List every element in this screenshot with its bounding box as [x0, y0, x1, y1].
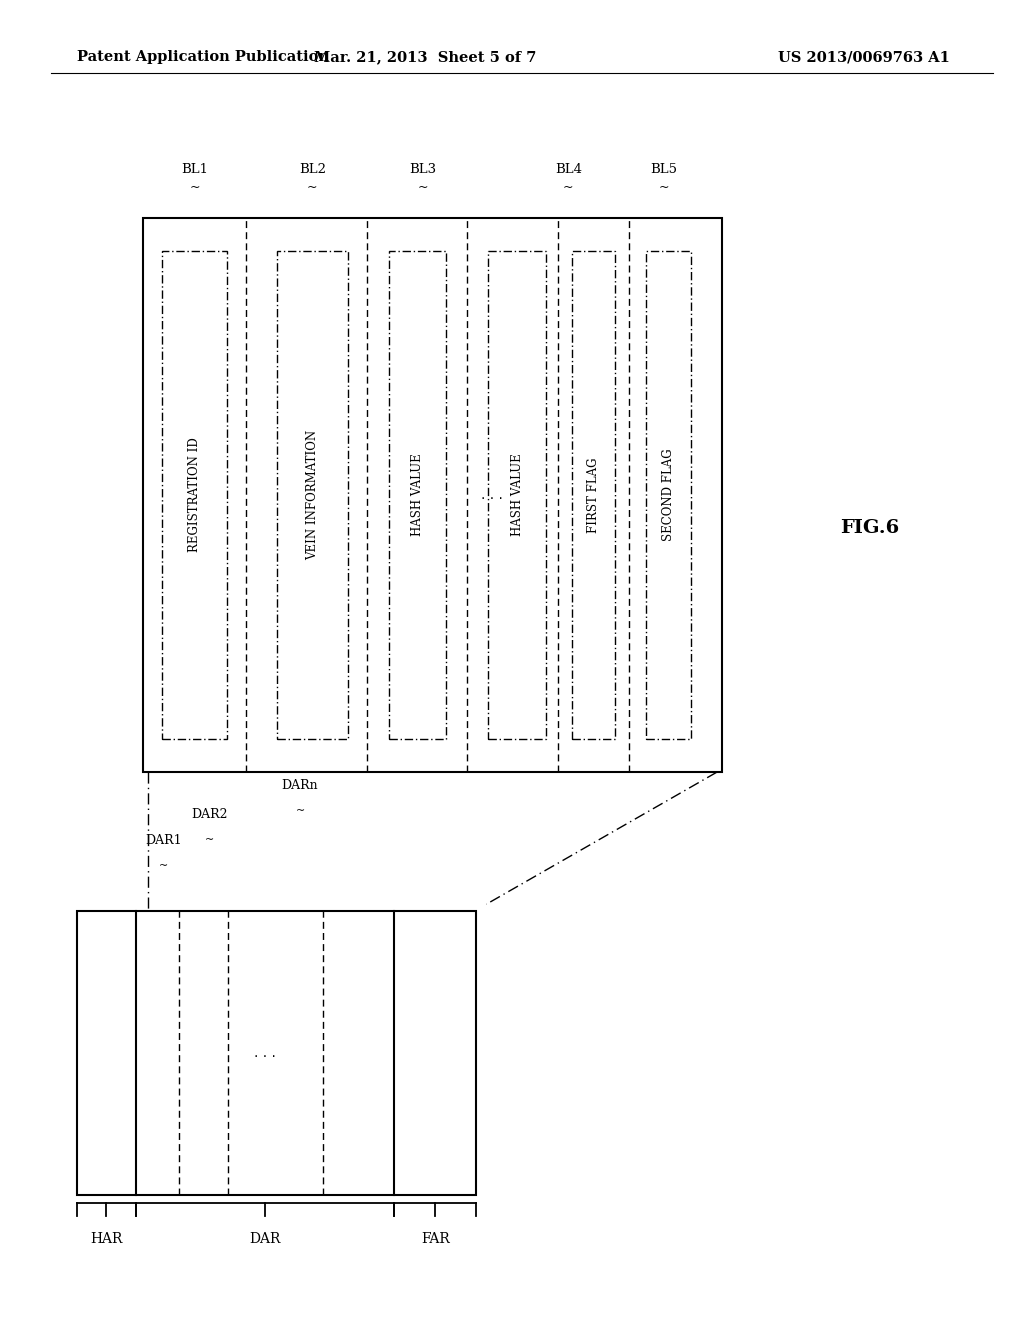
Bar — [572, 251, 615, 739]
Text: HASH VALUE: HASH VALUE — [412, 454, 424, 536]
Text: SECOND FLAG: SECOND FLAG — [663, 449, 675, 541]
Text: HASH VALUE: HASH VALUE — [511, 454, 523, 536]
Bar — [143, 218, 722, 772]
Text: . . .: . . . — [480, 488, 503, 502]
Text: ~: ~ — [563, 181, 573, 194]
Text: ~: ~ — [205, 834, 215, 845]
Text: ~: ~ — [189, 181, 200, 194]
Text: ~: ~ — [295, 805, 305, 816]
Text: ~: ~ — [307, 181, 317, 194]
Bar — [646, 251, 691, 739]
Text: HAR: HAR — [90, 1232, 123, 1246]
Text: ~: ~ — [418, 181, 428, 194]
Text: ~: ~ — [658, 181, 669, 194]
Text: US 2013/0069763 A1: US 2013/0069763 A1 — [778, 50, 950, 65]
Text: DAR2: DAR2 — [191, 808, 228, 821]
Text: VEIN INFORMATION: VEIN INFORMATION — [306, 430, 318, 560]
Text: BL5: BL5 — [650, 162, 677, 176]
Text: Patent Application Publication: Patent Application Publication — [77, 50, 329, 65]
Text: DAR1: DAR1 — [145, 834, 182, 847]
Bar — [162, 251, 227, 739]
Text: FAR: FAR — [421, 1232, 450, 1246]
Text: BL3: BL3 — [410, 162, 436, 176]
Text: FIG.6: FIG.6 — [840, 519, 899, 537]
Text: Mar. 21, 2013  Sheet 5 of 7: Mar. 21, 2013 Sheet 5 of 7 — [313, 50, 537, 65]
Text: BL1: BL1 — [181, 162, 208, 176]
Text: DARn: DARn — [282, 779, 318, 792]
Bar — [276, 251, 348, 739]
Text: BL2: BL2 — [299, 162, 326, 176]
Text: FIRST FLAG: FIRST FLAG — [588, 457, 600, 533]
Bar — [77, 911, 476, 1195]
Text: . . .: . . . — [254, 1045, 276, 1060]
Text: DAR: DAR — [250, 1232, 281, 1246]
Text: BL4: BL4 — [555, 162, 582, 176]
Bar — [389, 251, 446, 739]
Text: ~: ~ — [159, 861, 169, 871]
Bar — [488, 251, 546, 739]
Text: REGISTRATION ID: REGISTRATION ID — [188, 438, 201, 552]
